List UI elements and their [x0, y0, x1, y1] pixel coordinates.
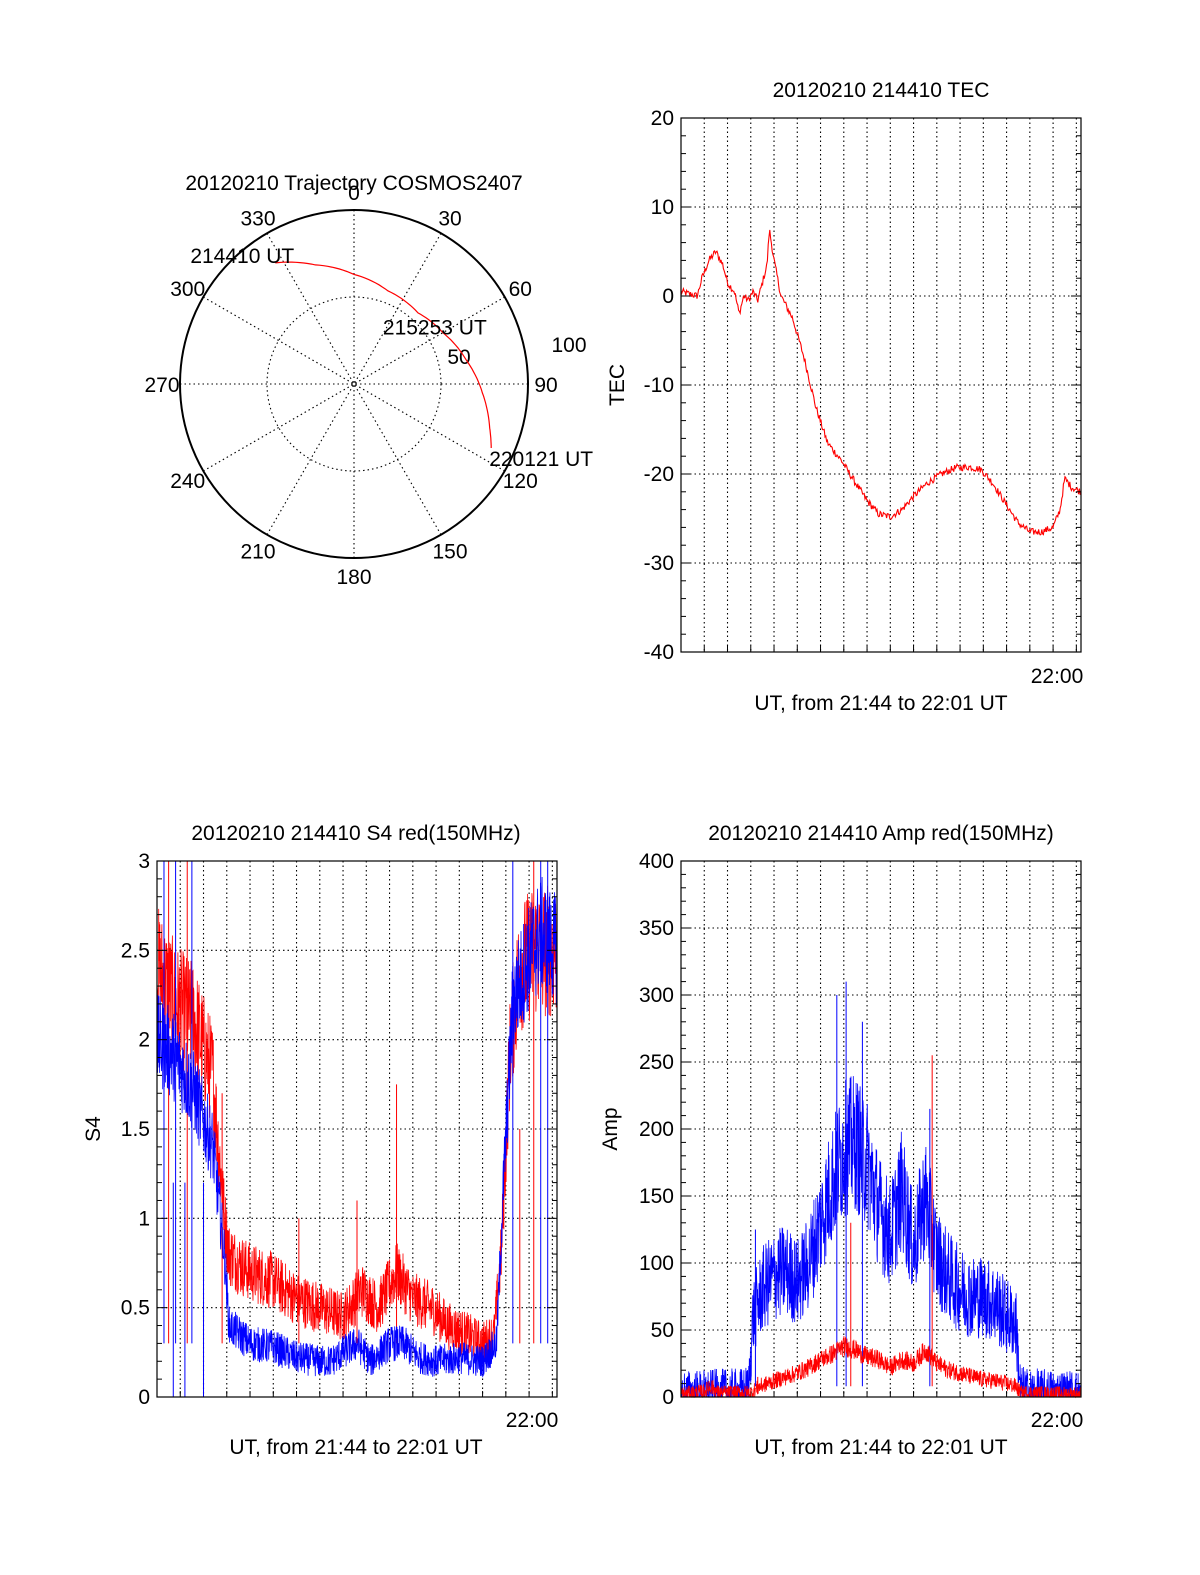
s4-y-tick-label: 2.5 — [121, 939, 150, 962]
tec-y-tick-label: -10 — [644, 374, 674, 397]
tec-x-axis-label: UT, from 21:44 to 22:01 UT — [754, 692, 1007, 715]
amp-y-tick-label: 400 — [639, 850, 674, 873]
s4-y-tick-label: 0.5 — [121, 1297, 150, 1320]
trajectory-annotations: 214410 UT 215253 UT 220121 UT — [190, 245, 593, 471]
radial-label-100: 100 — [551, 334, 586, 357]
amp-y-tick-label: 150 — [639, 1185, 674, 1208]
azimuth-label-0: 0 — [348, 182, 360, 205]
s4-y-axis-label: S4 — [82, 1116, 105, 1142]
tec-chart: 20120210 214410 TEC 20 10 0 -10 -20 -30 -40 22… — [606, 79, 1083, 715]
amp-series — [680, 981, 1082, 1399]
amp-y-tick-label: 300 — [639, 984, 674, 1007]
trajectory-annotation-0: 214410 UT — [190, 245, 294, 268]
polar-azimuth-labels: 0 30 60 90 120 150 180 210 240 270 300 330 — [144, 182, 557, 589]
s4-y-tick-label: 1 — [138, 1207, 150, 1230]
amp-chart: 20120210 214410 Amp red(150MHz) 400 350 30… — [599, 822, 1083, 1459]
amp-y-ticks: 400 350 300 250 200 150 100 50 0 — [639, 850, 1081, 1409]
azimuth-label-210: 210 — [240, 540, 275, 563]
amp-y-tick-label: 250 — [639, 1051, 674, 1074]
tec-y-tick-label: 20 — [651, 107, 674, 130]
tec-series-red — [680, 229, 1082, 536]
amp-y-tick-label: 200 — [639, 1118, 674, 1141]
amp-y-tick-label: 50 — [651, 1319, 674, 1342]
s4-y-tick-label: 3 — [138, 850, 150, 873]
azimuth-label-270: 270 — [144, 374, 179, 397]
tec-y-tick-label: -40 — [644, 641, 674, 664]
amp-y-tick-label: 350 — [639, 917, 674, 940]
tec-y-tick-label: 10 — [651, 196, 674, 219]
s4-y-tick-label: 2 — [138, 1029, 150, 1052]
azimuth-label-30: 30 — [438, 208, 461, 231]
radial-label-50: 50 — [447, 346, 470, 369]
amp-y-axis-label: Amp — [599, 1107, 622, 1150]
tec-y-axis-label: TEC — [606, 364, 629, 406]
tec-y-tick-label: 0 — [662, 285, 674, 308]
azimuth-label-300: 300 — [170, 278, 205, 301]
tec-title: 20120210 214410 TEC — [773, 79, 990, 102]
trajectory-annotation-2: 220121 UT — [489, 448, 593, 471]
amp-y-tick-label: 0 — [662, 1386, 674, 1409]
s4-x-tick-label: 22:00 — [506, 1409, 559, 1432]
azimuth-label-120: 120 — [503, 470, 538, 493]
trajectory-chart: 20120210 Trajectory COSMOS2407 0 30 60 90 12… — [144, 172, 593, 589]
s4-series — [156, 861, 558, 1397]
tec-y-ticks: 20 10 0 -10 -20 -30 -40 — [644, 107, 1081, 664]
amp-title: 20120210 214410 Amp red(150MHz) — [708, 822, 1054, 845]
azimuth-label-330: 330 — [240, 208, 275, 231]
azimuth-label-240: 240 — [170, 470, 205, 493]
amp-x-axis-label: UT, from 21:44 to 22:01 UT — [754, 1436, 1007, 1459]
s4-title: 20120210 214410 S4 red(150MHz) — [191, 822, 520, 845]
azimuth-label-150: 150 — [432, 540, 467, 563]
s4-y-tick-label: 0 — [138, 1386, 150, 1409]
azimuth-label-90: 90 — [534, 374, 557, 397]
tec-grid — [681, 118, 1081, 652]
tec-x-tick-label: 22:00 — [1031, 665, 1084, 688]
trajectory-title: 20120210 Trajectory COSMOS2407 — [185, 172, 522, 195]
trajectory-annotation-1: 215253 UT — [383, 317, 487, 340]
amp-series-red — [680, 1336, 1082, 1399]
tec-series — [680, 229, 1082, 536]
amp-y-tick-label: 100 — [639, 1252, 674, 1275]
s4-series-blue — [156, 876, 558, 1378]
azimuth-label-180: 180 — [336, 566, 371, 589]
trajectory-track — [275, 261, 492, 448]
amp-x-tick-label: 22:00 — [1031, 1409, 1084, 1432]
s4-x-axis-label: UT, from 21:44 to 22:01 UT — [229, 1436, 482, 1459]
amp-grid — [681, 861, 1081, 1397]
amp-series-blue — [680, 1076, 1082, 1398]
s4-chart: 20120210 214410 S4 red(150MHz) 3 2.5 2 1.5 1… — [82, 822, 558, 1459]
azimuth-label-60: 60 — [509, 278, 532, 301]
s4-y-tick-label: 1.5 — [121, 1118, 150, 1141]
tec-y-tick-label: -20 — [644, 463, 674, 486]
s4-y-ticks: 3 2.5 2 1.5 1 0.5 0 — [121, 850, 557, 1409]
tec-y-tick-label: -30 — [644, 552, 674, 575]
